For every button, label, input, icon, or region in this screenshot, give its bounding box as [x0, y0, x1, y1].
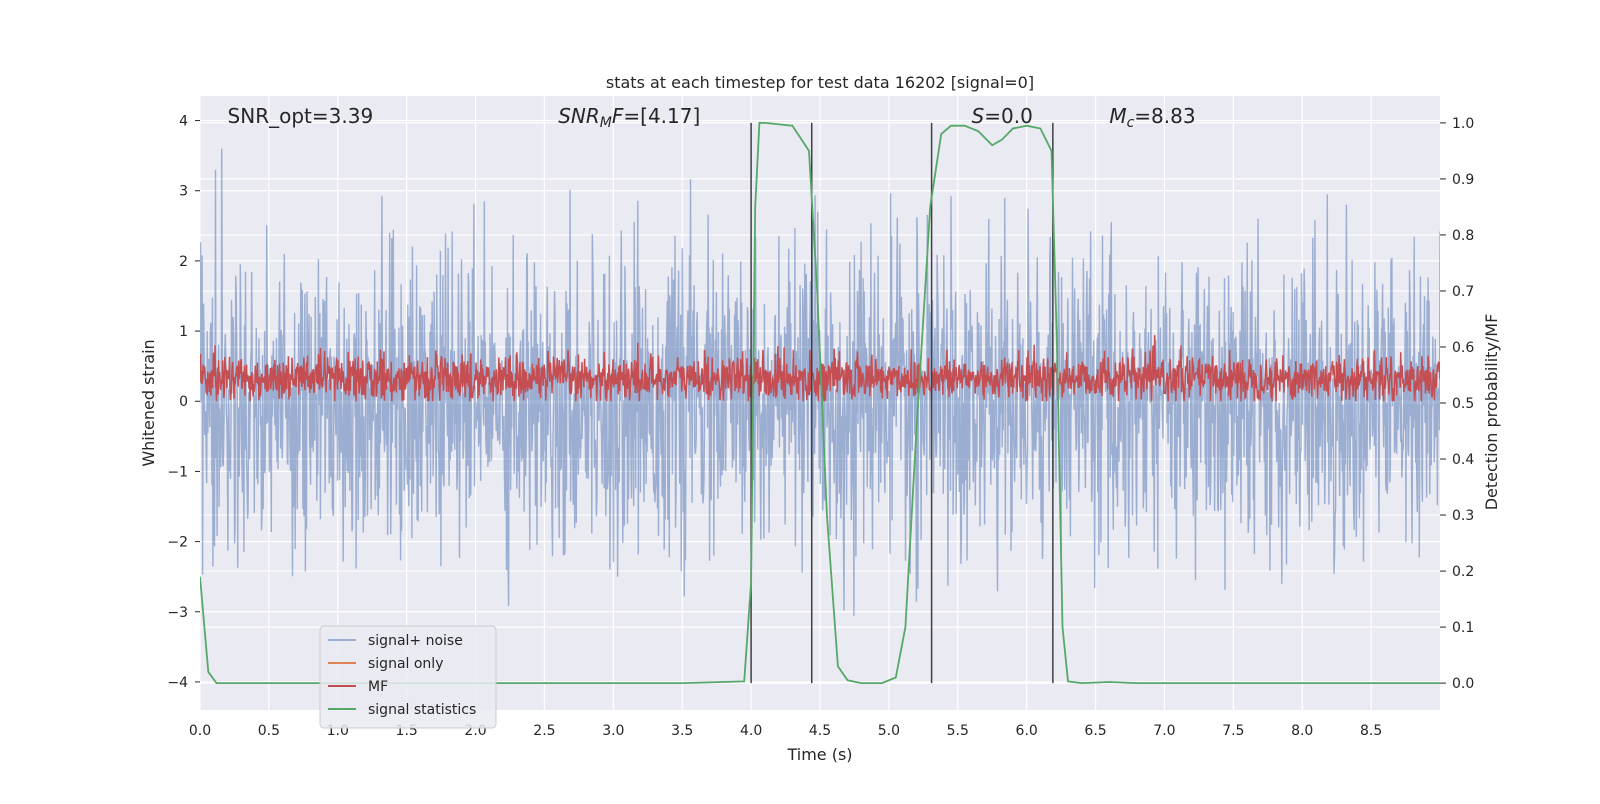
x-tick-label: 7.5: [1222, 723, 1244, 739]
right-y-tick-label: 0.6: [1452, 340, 1474, 356]
annotation-snr-opt: SNR_opt=3.39: [228, 104, 374, 128]
x-tick-label: 6.5: [1084, 723, 1106, 739]
left-y-tick-label: −2: [167, 535, 188, 551]
left-y-tick-label: 4: [179, 114, 188, 130]
x-tick-label: 6.0: [1016, 723, 1038, 739]
right-y-axis-label: Detection probability/MF: [1482, 314, 1501, 511]
right-y-tick-label: 0.0: [1452, 676, 1474, 692]
x-tick-label: 0.5: [258, 723, 280, 739]
right-y-tick-label: 0.8: [1452, 228, 1474, 244]
x-tick-label: 3.5: [671, 723, 693, 739]
legend-label: signal only: [368, 656, 443, 672]
right-y-tick-label: 0.3: [1452, 508, 1474, 524]
x-tick-label: 7.0: [1153, 723, 1175, 739]
right-y-tick-label: 0.1: [1452, 620, 1474, 636]
annotations: SNR_opt=3.39 SNRMF=[4.17] S=0.0 Mc=8.83: [228, 104, 1196, 131]
right-y-tick-label: 1.0: [1452, 116, 1474, 132]
series-signal-statistics-line: [200, 122, 1440, 685]
left-y-tick-label: −4: [167, 675, 188, 691]
legend-label: signal statistics: [368, 702, 476, 718]
left-y-tick-label: 2: [179, 254, 188, 270]
right-y-tick-label: 0.7: [1452, 284, 1474, 300]
right-y-tick-label: 0.4: [1452, 452, 1474, 468]
x-tick-label: 3.0: [602, 723, 624, 739]
left-y-tick-label: −1: [167, 464, 188, 480]
legend: signal+ noise signal only MF signal statist…: [319, 625, 497, 729]
x-tick-label: 0.0: [189, 723, 211, 739]
x-tick-label: 2.5: [533, 723, 555, 739]
right-y-tick-label: 0.2: [1452, 564, 1474, 580]
x-axis-label: Time (s): [786, 745, 852, 764]
annotation-snr-mf: SNRMF=[4.17]: [558, 104, 700, 131]
left-y-tick-label: 3: [179, 184, 188, 200]
left-y-tick-label: 1: [179, 324, 188, 340]
annotation-mc: Mc=8.83: [1109, 104, 1195, 131]
x-tick-label: 5.5: [947, 723, 969, 739]
x-tick-label: 4.5: [809, 723, 831, 739]
axis-ticks: 0.0 0.5 1.0 1.5 2.0 2.5 3.0 3.5 4.0 4.5 5.0 5.5 6.0 6…: [167, 114, 1474, 739]
annotation-s: S=0.0: [972, 104, 1033, 128]
legend-box: [319, 625, 497, 729]
x-tick-label: 5.0: [878, 723, 900, 739]
left-y-tick-label: −3: [167, 605, 188, 621]
left-y-tick-label: 0: [179, 394, 188, 410]
chart-title: stats at each timestep for test data 162…: [606, 73, 1034, 92]
x-tick-label: 4.0: [740, 723, 762, 739]
left-y-axis-label: Whitened strain: [139, 339, 158, 466]
legend-label: signal+ noise: [368, 633, 463, 649]
x-tick-label: 8.0: [1291, 723, 1313, 739]
right-y-tick-label: 0.9: [1452, 172, 1474, 188]
chart-marks: [200, 122, 1440, 685]
legend-label: MF: [368, 679, 388, 695]
x-tick-label: 8.5: [1360, 723, 1382, 739]
series-signal-noise-line: [200, 148, 1440, 616]
right-y-tick-label: 0.5: [1452, 396, 1474, 412]
